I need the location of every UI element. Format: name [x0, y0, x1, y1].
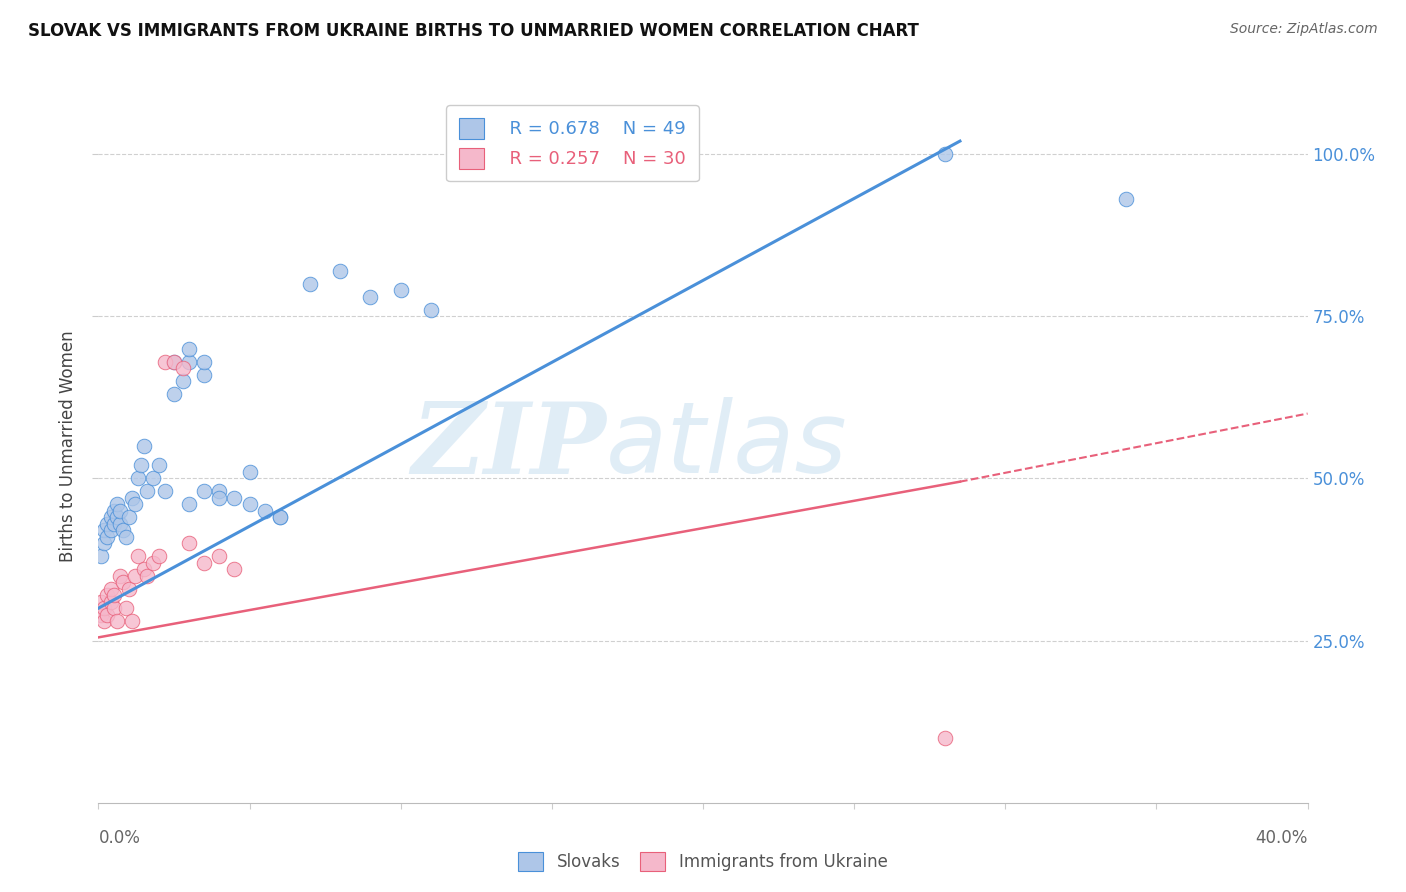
Point: [239, 465, 262, 479]
Point: [193, 484, 215, 499]
Text: SLOVAK VS IMMIGRANTS FROM UKRAINE BIRTHS TO UNMARRIED WOMEN CORRELATION CHART: SLOVAK VS IMMIGRANTS FROM UKRAINE BIRTHS…: [28, 22, 920, 40]
Point: [100, 582, 122, 596]
Point: [103, 504, 125, 518]
Point: [208, 491, 231, 505]
Point: [96, 607, 118, 622]
Point: [90, 549, 112, 564]
Point: [934, 731, 956, 745]
Point: [329, 264, 352, 278]
Point: [163, 354, 186, 368]
Point: [90, 607, 112, 622]
Point: [111, 575, 134, 590]
Point: [108, 568, 131, 582]
Point: [224, 562, 246, 576]
Point: [1115, 193, 1137, 207]
Point: [93, 601, 115, 615]
Point: [114, 601, 136, 615]
Point: [179, 536, 201, 550]
Point: [208, 484, 231, 499]
Point: [124, 568, 146, 582]
Point: [121, 614, 143, 628]
Point: [148, 458, 170, 473]
Point: [121, 491, 143, 505]
Point: [103, 516, 125, 531]
Point: [420, 302, 443, 317]
Y-axis label: Births to Unmarried Women: Births to Unmarried Women: [59, 330, 77, 562]
Point: [93, 536, 115, 550]
Point: [127, 471, 149, 485]
Point: [253, 504, 276, 518]
Point: [105, 614, 128, 628]
Point: [360, 290, 382, 304]
Text: Source: ZipAtlas.com: Source: ZipAtlas.com: [1230, 22, 1378, 37]
Point: [103, 588, 125, 602]
Text: 40.0%: 40.0%: [1256, 829, 1308, 847]
Point: [299, 277, 322, 291]
Point: [193, 354, 215, 368]
Point: [179, 342, 201, 356]
Point: [100, 595, 122, 609]
Point: [389, 283, 412, 297]
Text: ZIP: ZIP: [412, 398, 606, 494]
Point: [118, 510, 141, 524]
Point: [93, 524, 115, 538]
Point: [179, 354, 201, 368]
Point: [179, 497, 201, 511]
Point: [163, 387, 186, 401]
Point: [208, 549, 231, 564]
Point: [193, 368, 215, 382]
Point: [111, 524, 134, 538]
Point: [114, 530, 136, 544]
Text: atlas: atlas: [606, 398, 848, 494]
Point: [135, 484, 157, 499]
Point: [105, 497, 128, 511]
Point: [103, 601, 125, 615]
Point: [132, 439, 155, 453]
Point: [96, 588, 118, 602]
Point: [153, 354, 176, 368]
Point: [269, 510, 291, 524]
Point: [224, 491, 246, 505]
Point: [105, 510, 128, 524]
Point: [132, 562, 155, 576]
Point: [239, 497, 262, 511]
Point: [90, 595, 112, 609]
Point: [153, 484, 176, 499]
Point: [172, 361, 194, 376]
Point: [148, 549, 170, 564]
Point: [108, 516, 131, 531]
Text: 0.0%: 0.0%: [98, 829, 141, 847]
Point: [124, 497, 146, 511]
Point: [100, 524, 122, 538]
Point: [93, 614, 115, 628]
Point: [142, 471, 165, 485]
Point: [142, 556, 165, 570]
Legend:   R = 0.678    N = 49,   R = 0.257    N = 30: R = 0.678 N = 49, R = 0.257 N = 30: [446, 105, 699, 181]
Point: [100, 510, 122, 524]
Point: [118, 582, 141, 596]
Point: [129, 458, 152, 473]
Legend: Slovaks, Immigrants from Ukraine: Slovaks, Immigrants from Ukraine: [510, 843, 896, 880]
Point: [193, 556, 215, 570]
Point: [163, 354, 186, 368]
Point: [96, 516, 118, 531]
Point: [108, 504, 131, 518]
Point: [96, 530, 118, 544]
Point: [172, 374, 194, 388]
Point: [127, 549, 149, 564]
Point: [934, 147, 956, 161]
Point: [135, 568, 157, 582]
Point: [269, 510, 291, 524]
